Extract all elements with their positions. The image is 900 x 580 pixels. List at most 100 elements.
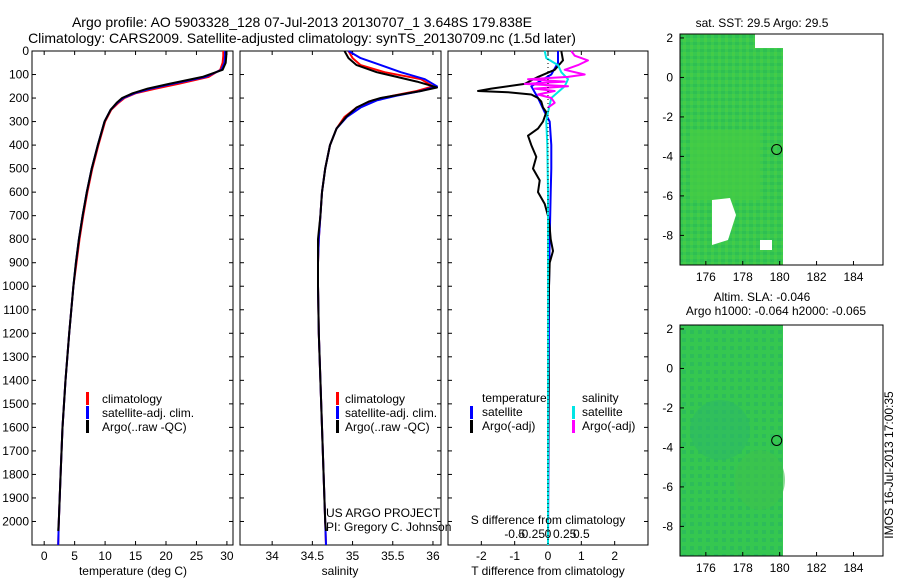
map-y-tick-label: -4 xyxy=(662,440,673,454)
x-tick-label: 5 xyxy=(71,549,78,563)
x-tick-label: 15 xyxy=(129,549,143,563)
x-tick-label: -2 xyxy=(476,549,487,563)
legend-label-t-satellite: satellite xyxy=(482,405,523,419)
pi-credit: PI: Gregory C. Johnson xyxy=(326,520,451,534)
legend-swatch-t-satellite xyxy=(470,406,473,419)
y-tick-label: 1500 xyxy=(2,397,29,411)
y-tick-label: 400 xyxy=(9,138,29,152)
top-tick-label: -0.25 xyxy=(518,527,546,541)
y-tick-label: 200 xyxy=(9,91,29,105)
legend-swatch-satellite xyxy=(86,406,89,419)
y-tick-label: 500 xyxy=(9,162,29,176)
y-tick-label: 900 xyxy=(9,256,29,270)
x-tick-label: 30 xyxy=(220,549,234,563)
legend-label-satellite: satellite-adj. clim. xyxy=(102,406,194,420)
map-y-tick-label: 0 xyxy=(666,361,673,375)
map-x-tick-label: 182 xyxy=(807,561,827,575)
legend-swatch-climatology xyxy=(86,392,89,405)
map-x-tick-label: 180 xyxy=(770,561,790,575)
x-tick-label: 1 xyxy=(578,549,585,563)
x-tick-label: 20 xyxy=(159,549,173,563)
map-y-tick-label: -2 xyxy=(662,110,673,124)
x-tick-label: 34 xyxy=(265,549,279,563)
y-tick-label: 1600 xyxy=(2,420,29,434)
sst-map-title: sat. SST: 29.5 Argo: 29.5 xyxy=(696,16,829,30)
legend-label-s-satellite: satellite xyxy=(582,405,623,419)
y-tick-label: 600 xyxy=(9,185,29,199)
legend-title-salinity: salinity xyxy=(582,391,619,405)
title-line-2: Climatology: CARS2009. Satellite-adjuste… xyxy=(28,30,576,46)
legend-swatch-argo xyxy=(86,420,89,433)
x-tick-label: 0 xyxy=(545,549,552,563)
title-line-1: Argo profile: AO 5903328_128 07-Jul-2013… xyxy=(72,14,532,30)
sla-map-subtitle: Argo h1000: -0.064 h2000: -0.065 xyxy=(686,304,866,318)
y-tick-label: 1700 xyxy=(2,444,29,458)
legend-swatch-s-satellite xyxy=(572,406,575,419)
y-tick-label: 1900 xyxy=(2,491,29,505)
sla-map-image xyxy=(680,325,785,556)
legend-label-climatology: climatology xyxy=(345,392,405,406)
salinity-xlabel: salinity xyxy=(322,564,359,578)
y-tick-label: 800 xyxy=(9,232,29,246)
map-x-tick-label: 182 xyxy=(807,270,827,284)
salinity-plot: 34 34.5 35 35.5 36 xyxy=(240,50,441,563)
y-tick-label: 1800 xyxy=(2,467,29,481)
legend-label-s-argo: Argo(-adj) xyxy=(582,419,635,433)
y-tick-label: 700 xyxy=(9,209,29,223)
top-tick-label: 0.25 xyxy=(553,527,577,541)
map-y-tick-label: -6 xyxy=(662,189,673,203)
map-x-tick-label: 178 xyxy=(733,270,753,284)
map-y-tick-label: 0 xyxy=(666,70,673,84)
series-line-satellite-adj-clim- xyxy=(317,50,438,546)
series-line-climatology xyxy=(317,50,434,546)
map-x-tick-label: 176 xyxy=(696,561,716,575)
series-line-temperature-satellite xyxy=(530,51,559,546)
y-tick-label: 100 xyxy=(9,68,29,82)
sst-map-axes xyxy=(679,33,884,266)
map-x-tick-label: 184 xyxy=(843,270,863,284)
x-tick-label: 36 xyxy=(426,549,440,563)
map-x-tick-label: 180 xyxy=(770,270,790,284)
map-x-tick-label: 178 xyxy=(733,561,753,575)
map-y-tick-label: 2 xyxy=(666,322,673,336)
map-y-tick-label: -2 xyxy=(662,401,673,415)
map-y-tick-label: -8 xyxy=(662,228,673,242)
y-tick-label: 1200 xyxy=(2,326,29,340)
y-tick-label: 1100 xyxy=(3,303,29,317)
profile-location-marker xyxy=(771,143,783,155)
temperature-plot: 0 5 10 15 20 25 300100200300400500600700800900… xyxy=(2,44,234,563)
project-credit: US ARGO PROJECT xyxy=(326,506,441,520)
salinity-axes xyxy=(239,50,442,546)
difference-legend: temperature salinity satellite Argo(-adj… xyxy=(470,391,635,433)
series-line-argo xyxy=(317,50,438,531)
legend-label-argo: Argo(..raw -QC) xyxy=(102,420,187,434)
series-line-salinity-argo-adj- xyxy=(523,50,589,109)
legend-swatch-climatology xyxy=(336,392,339,405)
legend-swatch-satellite xyxy=(336,406,339,419)
temperature-xlabel: temperature (deg C) xyxy=(79,564,187,578)
map-y-tick-label: -4 xyxy=(662,149,673,163)
temperature-axes xyxy=(31,50,234,546)
series-line-climatology xyxy=(57,51,225,546)
difference-xlabel: T difference from climatology xyxy=(471,564,625,578)
difference-top-axis-title: S difference from climatology xyxy=(471,513,626,527)
legend-swatch-t-argo xyxy=(470,420,473,433)
sla-map-title: Altim. SLA: -0.046 xyxy=(714,290,811,304)
sla-map-ticks: 176 178 180 182 184 2 0 -2 -4 -6 -8 xyxy=(662,322,863,575)
series-line-satellite-adj-clim- xyxy=(57,51,227,546)
legend-label-t-argo: Argo(-adj) xyxy=(482,419,535,433)
x-tick-label: 34.5 xyxy=(301,549,325,563)
timestamp: IMOS 16-Jul-2013 17:00:35 xyxy=(882,391,896,539)
map-y-tick-label: -6 xyxy=(662,480,673,494)
profile-location-marker xyxy=(771,434,783,446)
sst-map-image xyxy=(680,34,783,265)
legend-label-argo: Argo(..raw -QC) xyxy=(345,420,430,434)
map-x-tick-label: 176 xyxy=(696,270,716,284)
legend-title-temperature: temperature xyxy=(482,391,547,405)
legend-label-climatology: climatology xyxy=(102,392,162,406)
legend-label-satellite: satellite-adj. clim. xyxy=(345,406,437,420)
map-y-tick-label: -8 xyxy=(662,519,673,533)
map-y-tick-label: 2 xyxy=(666,31,673,45)
y-tick-label: 1300 xyxy=(2,350,29,364)
series-line-salinity-satellite xyxy=(543,50,569,545)
